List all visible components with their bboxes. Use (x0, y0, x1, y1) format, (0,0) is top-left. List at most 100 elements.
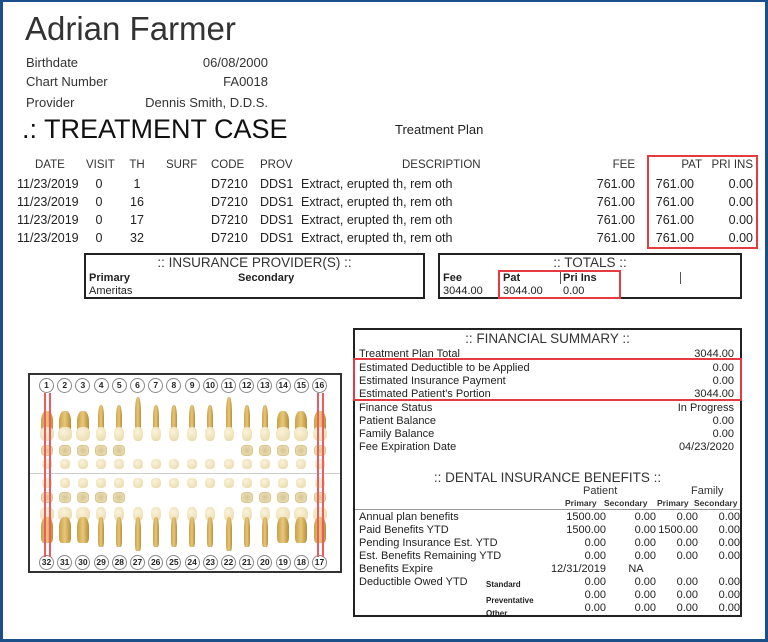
tooth-number-20[interactable]: 20 (257, 555, 273, 570)
family-secondary-col: Secondary (694, 498, 738, 508)
col-fee: FEE (612, 159, 635, 171)
tooth-incisal (223, 478, 234, 488)
tooth-root (134, 397, 141, 437)
benefit-label: Paid Benefits YTD (359, 524, 449, 536)
summary-row: Finance Status In Progress (359, 402, 734, 415)
tooth-crown (312, 427, 327, 441)
section-title: .: TREATMENT CASE (22, 114, 288, 144)
tooth-number-4[interactable]: 4 (93, 378, 109, 393)
row-fee: 761.00 (596, 177, 635, 191)
primary-insurance-value: Ameritas (89, 285, 133, 297)
tooth-number-19[interactable]: 19 (275, 555, 291, 570)
tooth-number-24[interactable]: 24 (184, 555, 200, 570)
tooth-occlusal (313, 445, 326, 456)
row-provider: DDS1 (260, 177, 294, 191)
tooth-number-10[interactable]: 10 (202, 378, 218, 393)
tooth-number-26[interactable]: 26 (148, 555, 164, 570)
tooth-number-8[interactable]: 8 (166, 378, 182, 393)
tooth-crown (187, 427, 198, 441)
tooth-number-18[interactable]: 18 (293, 555, 309, 570)
tooth-incisal (278, 459, 289, 469)
tooth-number-11[interactable]: 11 (221, 378, 236, 393)
tooth-root (116, 405, 123, 437)
tooth-incisal (259, 459, 270, 469)
tooth-number-21[interactable]: 21 (239, 555, 255, 570)
plan-label: Treatment Plan (395, 122, 484, 137)
tooth-number-30[interactable]: 30 (75, 555, 91, 570)
tooth-crown (223, 507, 234, 521)
summary-row: Estimated Patient's Portion 3044.00 (359, 388, 734, 401)
summary-row: Patient Balance 0.00 (359, 415, 734, 428)
tooth-incisal (168, 459, 179, 469)
secondary-label: Secondary (238, 272, 295, 284)
tooth-number-2[interactable]: 2 (57, 378, 73, 393)
procedure-row[interactable]: 11/23/2019 0 16 D7210 DDS1 Extract, erup… (0, 195, 768, 213)
tooth-number-29[interactable]: 29 (93, 555, 109, 570)
tooth-number-32[interactable]: 32 (39, 555, 54, 570)
benefit-row: Deductible Owed YTD Standard 0.00 0.00 0.0… (359, 576, 740, 589)
summary-label: Estimated Deductible to be Applied (359, 362, 530, 374)
tooth-incisal (96, 478, 107, 488)
row-tooth: 17 (130, 213, 144, 227)
family-primary-col: Primary (657, 498, 689, 508)
pat-pri-highlight (647, 155, 758, 249)
tooth-chart[interactable]: 1 2 3 4 5 6 7 8 9 10 11 12 13 14 15 16 32 31 30 29 28 27 26 25… (28, 373, 342, 573)
col-description: DESCRIPTION (402, 159, 481, 171)
tooth-number-5[interactable]: 5 (111, 378, 127, 393)
tooth-number-3[interactable]: 3 (75, 378, 91, 393)
extraction-mark-16-17 (322, 393, 324, 557)
tooth-crown (57, 427, 72, 441)
row-date: 11/23/2019 (17, 177, 79, 191)
col-visit: VISIT (86, 159, 115, 171)
tooth-number-23[interactable]: 23 (202, 555, 218, 570)
tooth-number-22[interactable]: 22 (221, 555, 236, 570)
total-pat-value: 3044.00 (503, 285, 543, 297)
tooth-root (225, 397, 232, 437)
tooth-crown (241, 427, 252, 441)
tooth-incisal (77, 478, 88, 488)
procedure-row[interactable]: 11/23/2019 0 17 D7210 DDS1 Extract, erup… (0, 213, 768, 231)
row-date: 11/23/2019 (17, 231, 79, 245)
birthdate-label: Birthdate (26, 55, 79, 70)
row-visit: 0 (95, 195, 103, 209)
tooth-number-25[interactable]: 25 (166, 555, 182, 570)
total-fee-label: Fee (443, 272, 462, 284)
procedure-table-header: DATE VISIT TH SURF CODE PROV DESCRIPTION… (0, 159, 768, 177)
tooth-number-15[interactable]: 15 (293, 378, 309, 393)
benefit-label: Pending Insurance Est. YTD (359, 537, 498, 549)
row-code: D7210 (211, 231, 248, 245)
row-pat: 761.00 (655, 195, 694, 209)
tooth-number-7[interactable]: 7 (148, 378, 164, 393)
tooth-crown (132, 507, 143, 521)
benefits-title: :: DENTAL INSURANCE BENEFITS :: (433, 470, 662, 485)
tooth-incisal (223, 459, 234, 469)
tooth-number-27[interactable]: 27 (130, 555, 145, 570)
summary-label: Estimated Insurance Payment (359, 375, 506, 387)
row-code: D7210 (211, 195, 248, 209)
col-pri-ins: PRI INS (711, 159, 753, 171)
tooth-occlusal (313, 492, 326, 503)
tooth-number-17[interactable]: 17 (312, 555, 327, 570)
tooth-number-16[interactable]: 16 (312, 378, 327, 393)
tooth-number-9[interactable]: 9 (184, 378, 200, 393)
procedure-row[interactable]: 11/23/2019 0 32 D7210 DDS1 Extract, erup… (0, 231, 768, 249)
tooth-incisal (187, 478, 198, 488)
provider-label: Provider (26, 95, 75, 110)
row-code: D7210 (211, 177, 248, 191)
tooth-number-28[interactable]: 28 (111, 555, 127, 570)
summary-label: Finance Status (359, 402, 433, 414)
chart-number-value: FA0018 (223, 74, 268, 89)
tooth-occlusal (76, 492, 89, 503)
tooth-number-31[interactable]: 31 (57, 555, 73, 570)
tooth-number-14[interactable]: 14 (275, 378, 291, 393)
tooth-number-13[interactable]: 13 (257, 378, 273, 393)
tooth-number-6[interactable]: 6 (130, 378, 145, 393)
tooth-number-12[interactable]: 12 (239, 378, 255, 393)
tooth-root (116, 517, 123, 547)
tooth-incisal (187, 459, 198, 469)
tooth-number-1[interactable]: 1 (39, 378, 54, 393)
tooth-occlusal (95, 445, 108, 456)
extraction-mark-1-32 (44, 393, 46, 557)
totals-title: :: TOTALS :: (553, 255, 627, 270)
procedure-row[interactable]: 11/23/2019 0 1 D7210 DDS1 Extract, erupt… (0, 177, 768, 195)
